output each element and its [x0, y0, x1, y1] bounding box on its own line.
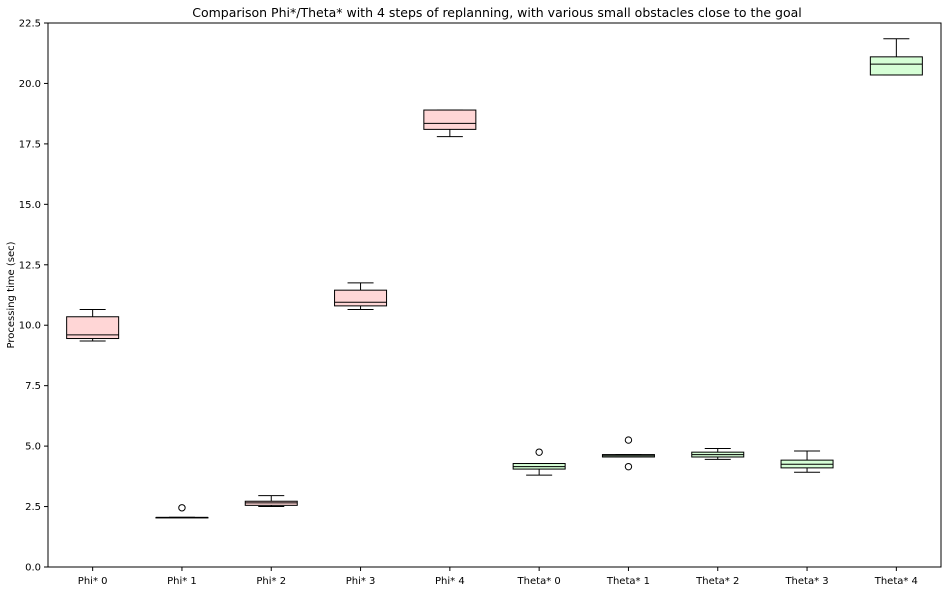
plot-frame: [47, 22, 942, 568]
x-tick-label: Theta* 4: [874, 576, 918, 587]
box: [869, 56, 923, 76]
y-tick-label: 17.5: [19, 139, 41, 150]
x-tick-label: Phi* 0: [78, 576, 108, 587]
y-tick-label: 5.0: [25, 442, 41, 453]
y-tick-label: 22.5: [19, 19, 41, 30]
y-tick-label: 20.0: [19, 79, 41, 90]
y-axis-label: Processing time (sec): [6, 241, 17, 348]
chart-title: Comparison Phi*/Theta* with 4 steps of r…: [192, 5, 802, 20]
box: [423, 109, 477, 130]
y-tick-label: 12.5: [19, 260, 41, 271]
outlier-point: [624, 436, 633, 444]
y-tick-label: 15.0: [19, 200, 41, 211]
x-tick-label: Phi* 4: [435, 576, 465, 587]
x-tick-label: Theta* 2: [695, 576, 739, 587]
x-tick-label: Phi* 2: [256, 576, 286, 587]
x-tick-label: Theta* 3: [784, 576, 828, 587]
x-tick-label: Theta* 1: [606, 576, 650, 587]
x-tick-label: Theta* 0: [517, 576, 561, 587]
box: [66, 316, 120, 340]
y-tick-label: 7.5: [25, 381, 41, 392]
outlier-point: [178, 504, 186, 512]
outlier-point: [535, 448, 543, 456]
plot-area: 0.0 2.5 5.0 7.5 10.0 12.5 15.0 17.5 20.0 22.5 Phi*…: [19, 19, 923, 587]
y-tick-label: 2.5: [25, 502, 41, 513]
outlier-point: [624, 462, 633, 471]
y-tick-label: 0.0: [25, 563, 41, 574]
y-tick-label: 10.0: [19, 321, 41, 332]
box: [334, 289, 388, 307]
x-tick-label: Phi* 1: [167, 576, 197, 587]
x-tick-label: Phi* 3: [346, 576, 376, 587]
